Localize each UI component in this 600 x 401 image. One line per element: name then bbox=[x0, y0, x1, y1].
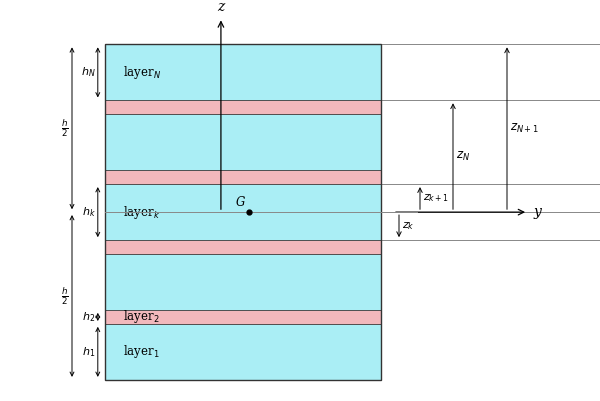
Text: $h_N$: $h_N$ bbox=[81, 65, 95, 79]
Text: $h_k$: $h_k$ bbox=[82, 205, 95, 219]
Text: $z_N$: $z_N$ bbox=[456, 150, 470, 163]
Bar bbox=[105, 114, 381, 170]
Text: layer$_N$: layer$_N$ bbox=[123, 64, 161, 81]
Text: $z_{k+1}$: $z_{k+1}$ bbox=[423, 192, 449, 204]
Bar bbox=[105, 170, 381, 184]
Text: y: y bbox=[534, 205, 542, 219]
Bar bbox=[105, 45, 381, 380]
Bar bbox=[105, 184, 381, 240]
Text: G: G bbox=[236, 196, 245, 209]
Text: $h_1$: $h_1$ bbox=[82, 345, 95, 359]
Bar bbox=[105, 254, 381, 310]
Bar bbox=[105, 240, 381, 254]
Text: $z_k$: $z_k$ bbox=[402, 220, 415, 232]
Text: layer$_k$: layer$_k$ bbox=[123, 204, 160, 221]
Bar bbox=[105, 324, 381, 380]
Text: $h_2$: $h_2$ bbox=[82, 310, 95, 324]
Text: $\frac{h}{2}$: $\frac{h}{2}$ bbox=[61, 286, 69, 307]
Text: z: z bbox=[217, 0, 224, 14]
Text: $\frac{h}{2}$: $\frac{h}{2}$ bbox=[61, 117, 69, 139]
Text: layer$_2$: layer$_2$ bbox=[123, 308, 160, 326]
Bar bbox=[105, 310, 381, 324]
Bar bbox=[105, 100, 381, 114]
Bar bbox=[105, 45, 381, 100]
Text: layer$_1$: layer$_1$ bbox=[123, 343, 160, 360]
Text: $z_{N+1}$: $z_{N+1}$ bbox=[510, 122, 539, 135]
